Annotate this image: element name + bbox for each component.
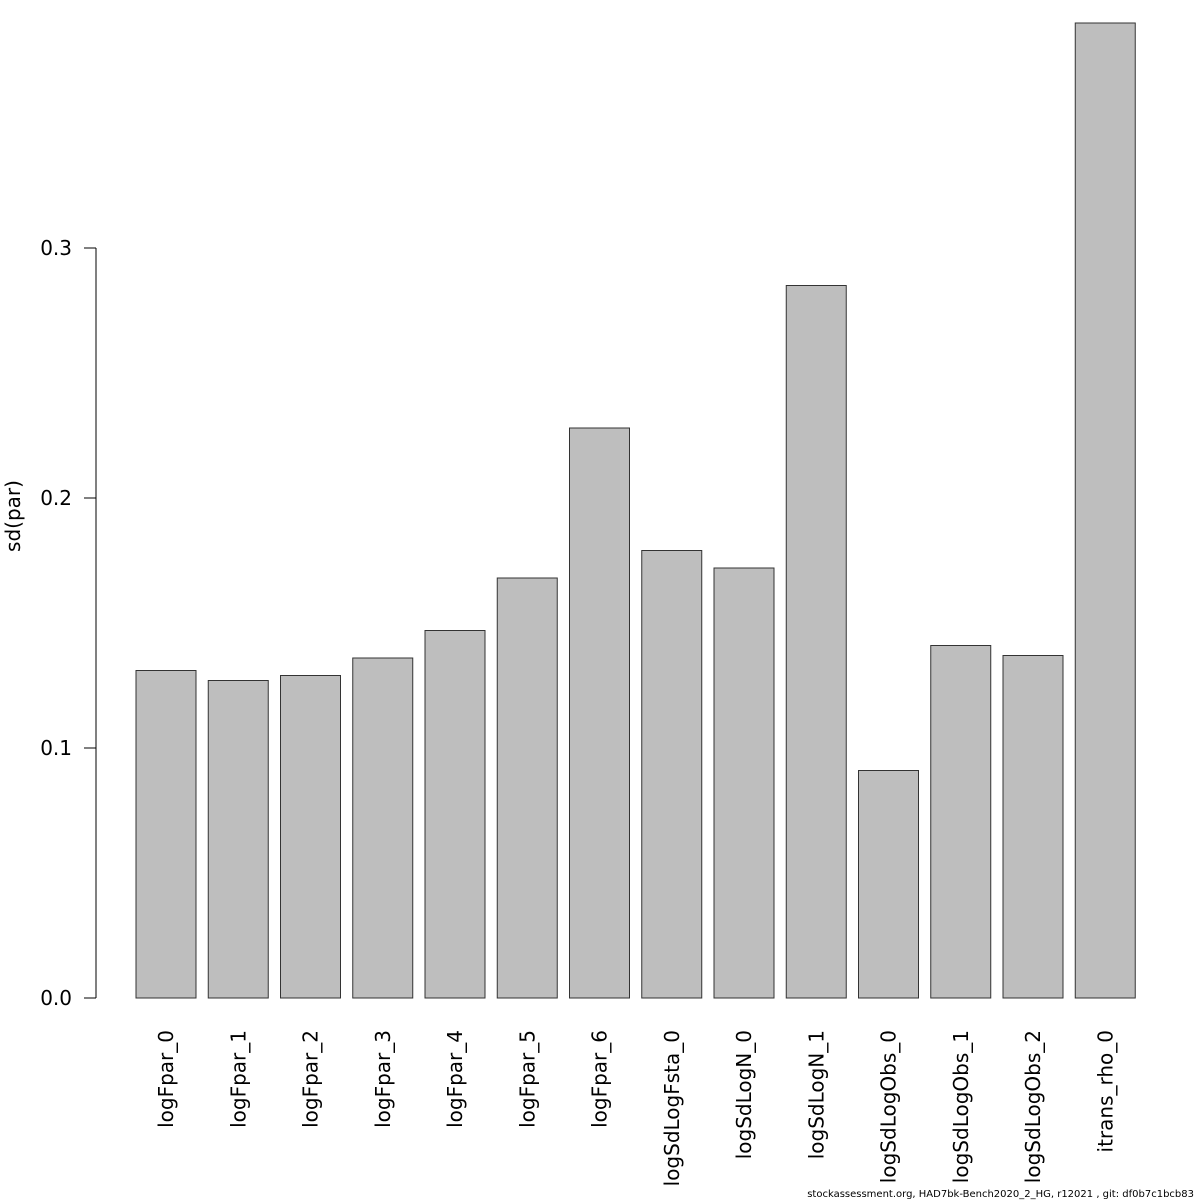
bars-group	[135, 22, 1136, 999]
bar-logFpar_3	[352, 657, 414, 999]
x-tick-label: logFpar_4	[443, 1030, 467, 1128]
x-tick-label: logFpar_2	[299, 1030, 323, 1128]
x-tick-label: logSdLogFsta_0	[660, 1030, 684, 1186]
x-tick-label: itrans_rho_0	[1093, 1030, 1117, 1152]
y-tick-label: 0.3	[40, 236, 72, 260]
x-tick-label: logFpar_5	[515, 1030, 539, 1128]
bar-itrans_rho_0	[1074, 22, 1136, 999]
x-axis-labels: logFpar_0 logFpar_1 logFpar_2 logFpar_3 logF…	[154, 1030, 1117, 1186]
x-tick-label: logSdLogN_0	[732, 1030, 756, 1159]
x-tick-label: logSdLogN_1	[804, 1030, 828, 1159]
y-tick-label: 0.2	[40, 486, 72, 510]
y-axis-label: sd(par)	[1, 480, 25, 552]
footer-credit: stockassessment.org, HAD7bk-Bench2020_2_…	[807, 1189, 1194, 1200]
bar-logFpar_6	[569, 427, 630, 999]
bar-logSdLogObs_1	[930, 645, 992, 999]
y-tick-label: 0.1	[40, 736, 72, 760]
bar-logFpar_4	[424, 630, 486, 999]
x-tick-label: logFpar_0	[154, 1030, 178, 1128]
x-tick-label: logFpar_3	[371, 1030, 395, 1128]
x-tick-label: logFpar_6	[588, 1030, 612, 1128]
bar-logFpar_1	[207, 680, 269, 999]
bar-logFpar_5	[496, 577, 558, 999]
bar-logSdLogFsta_0	[641, 550, 703, 999]
x-tick-label: logSdLogObs_2	[1021, 1030, 1045, 1183]
x-tick-label: logFpar_1	[226, 1030, 250, 1128]
bar-logSdLogObs_2	[1002, 655, 1064, 999]
bar-logFpar_2	[280, 675, 341, 999]
bar-logFpar_0	[135, 670, 197, 999]
y-tick-label: 0.0	[40, 986, 72, 1010]
x-tick-label: logSdLogObs_0	[877, 1030, 901, 1183]
bar-logSdLogN_1	[785, 285, 847, 999]
bar-logSdLogObs_0	[858, 770, 919, 999]
x-tick-label: logSdLogObs_1	[949, 1030, 973, 1183]
y-axis: 0.0 0.1 0.2 0.3	[40, 236, 97, 1010]
bar-logSdLogN_0	[713, 567, 775, 999]
